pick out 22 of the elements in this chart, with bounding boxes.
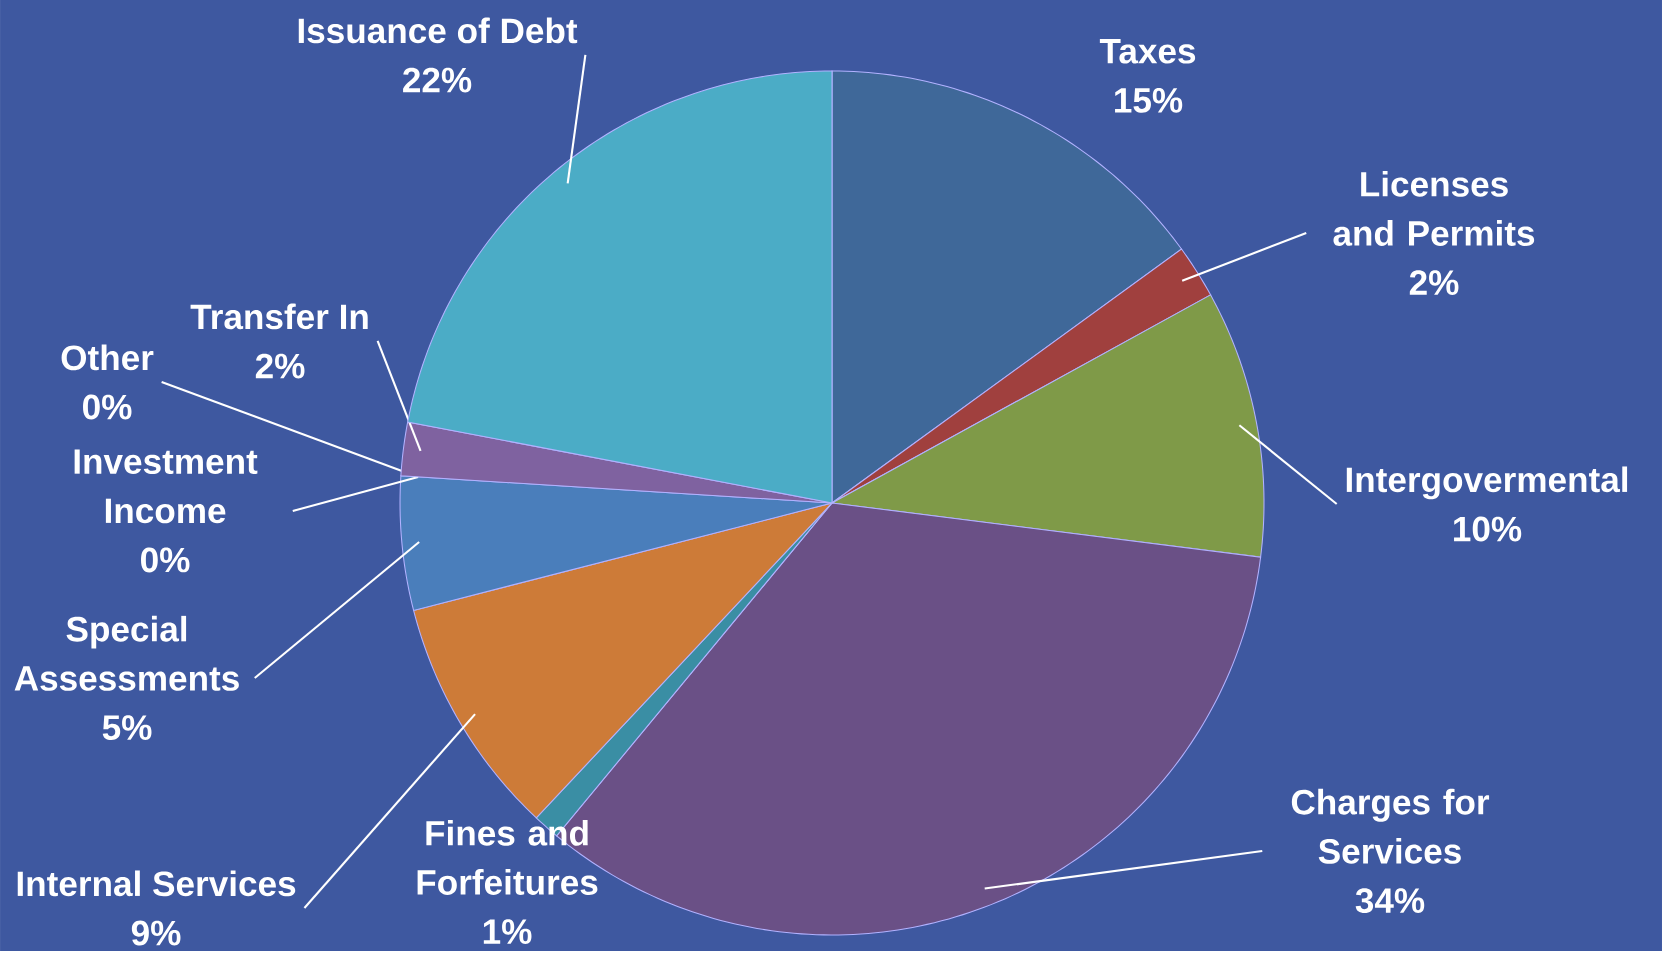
data-label: 10% — [1454, 516, 1522, 542]
text: 0% — [141, 547, 190, 573]
category-label: Other — [61, 344, 154, 371]
slice-label: Transfer In — [190, 303, 368, 330]
data-label: 2% — [255, 353, 305, 379]
data-label: 22% — [403, 67, 472, 93]
slice-label: Internal Services — [17, 870, 296, 897]
legend-label: Investment Income — [74, 449, 258, 524]
data-label: 1% — [483, 919, 532, 945]
data-label: 15% — [1115, 88, 1183, 114]
data-label: 5% — [102, 715, 152, 741]
data-label: 2% — [1409, 270, 1459, 296]
slice-label: Licenses and Permits — [1333, 171, 1535, 247]
data-label: 34% — [1355, 888, 1425, 914]
slice-label: Charges for Services — [1291, 789, 1490, 865]
slice-label: Special Assessments — [14, 616, 239, 692]
slice-label: Intergovermental — [1346, 466, 1628, 500]
text: 0% — [83, 394, 132, 420]
slice-label: Taxes — [1099, 39, 1196, 64]
slice-label: Fines and Forfeitures — [417, 820, 598, 896]
slice-label: Issuance of Debt — [298, 17, 578, 44]
data-label: 9% — [131, 920, 181, 946]
